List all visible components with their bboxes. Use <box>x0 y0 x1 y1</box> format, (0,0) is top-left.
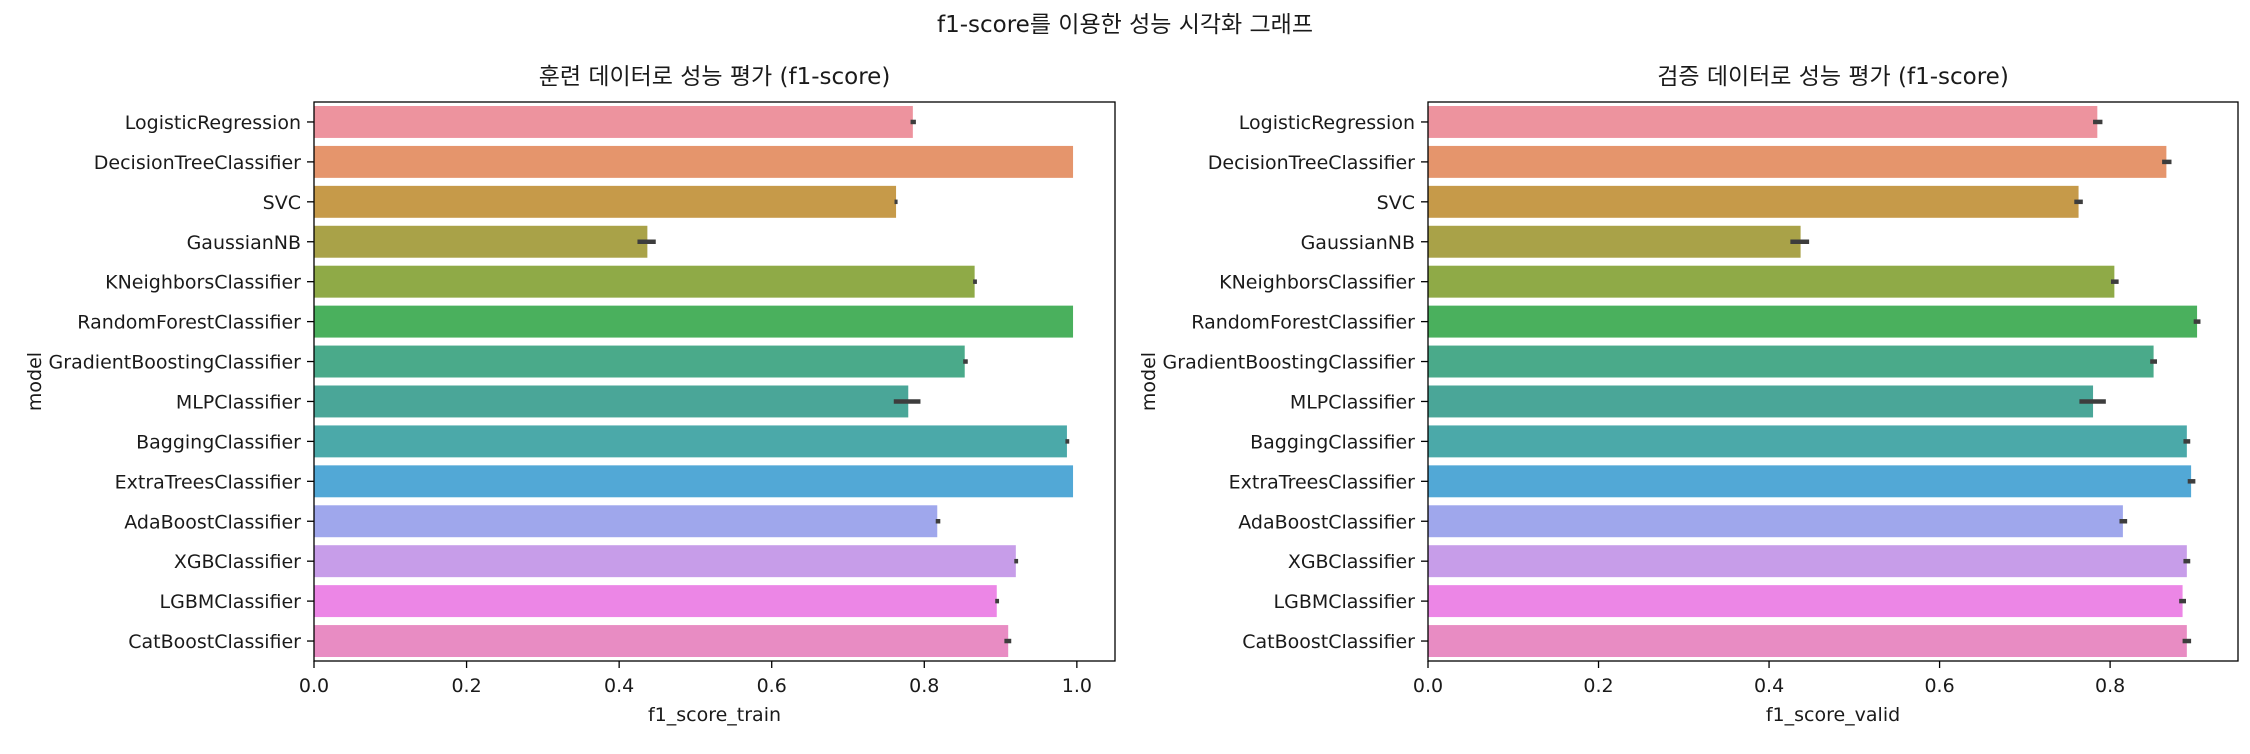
valid-category-label: SVC <box>1377 192 1415 214</box>
train-xtick-label: 1.0 <box>1062 675 1092 697</box>
valid-bar <box>1428 545 2187 578</box>
valid-bar <box>1428 425 2187 458</box>
train-category-label: RandomForestClassifier <box>77 312 301 334</box>
valid-bar <box>1428 305 2198 338</box>
train-xlabel: f1_score_train <box>648 704 781 726</box>
train-category-label: LGBMClassifier <box>160 591 302 613</box>
train-category-label: LogisticRegression <box>125 112 301 134</box>
train-category-label: KNeighborsClassifier <box>105 272 301 294</box>
valid-category-label: BaggingClassifier <box>1250 431 1415 453</box>
valid-bar <box>1428 105 2098 138</box>
valid-title: 검증 데이터로 성능 평가 (f1-score) <box>1657 64 2009 90</box>
train-bar <box>314 625 1009 658</box>
valid-ylabel: model <box>1138 352 1160 411</box>
valid-xtick-label: 0.4 <box>1754 675 1784 697</box>
valid-category-label: ExtraTreesClassifier <box>1229 471 1416 493</box>
valid-category-label: LGBMClassifier <box>1274 591 1416 613</box>
train-category-label: DecisionTreeClassifier <box>94 152 301 174</box>
train-title: 훈련 데이터로 성능 평가 (f1-score) <box>539 64 891 90</box>
valid-axes-frame <box>1427 101 2239 662</box>
train-category-label: SVC <box>263 192 301 214</box>
valid-xtick-label: 0.2 <box>1583 675 1613 697</box>
train-bar <box>314 225 648 258</box>
valid-category-label: DecisionTreeClassifier <box>1208 152 1415 174</box>
train-bar <box>314 465 1074 498</box>
valid-category-label: LogisticRegression <box>1239 112 1415 134</box>
figure-suptitle: f1-score를 이용한 성능 시각화 그래프 <box>937 12 1313 38</box>
train-xtick-label: 0.2 <box>451 675 481 697</box>
valid-category-label: RandomForestClassifier <box>1191 312 1415 334</box>
valid-xtick-label: 0.6 <box>1924 675 1954 697</box>
train-xtick-label: 0.8 <box>909 675 939 697</box>
valid-category-label: GaussianNB <box>1301 232 1415 254</box>
train-xtick-label: 0.0 <box>299 675 329 697</box>
train-category-label: GradientBoostingClassifier <box>49 352 302 374</box>
valid-xtick-label: 0.8 <box>2095 675 2125 697</box>
train-category-label: AdaBoostClassifier <box>124 511 301 533</box>
valid-bar <box>1428 225 1801 258</box>
train-category-label: MLPClassifier <box>176 391 301 413</box>
train-bar <box>314 545 1016 578</box>
valid-bar <box>1428 345 2154 378</box>
valid-bar <box>1428 505 2123 538</box>
valid-category-label: CatBoostClassifier <box>1242 631 1415 653</box>
train-category-label: BaggingClassifier <box>136 431 301 453</box>
train-bar <box>314 385 909 418</box>
valid-bar <box>1428 145 2167 178</box>
valid-bar <box>1428 585 2183 618</box>
valid-category-label: GradientBoostingClassifier <box>1163 352 1416 374</box>
train-bar <box>314 425 1067 458</box>
panel-valid: LogisticRegression DecisionTreeClassifier… <box>1138 64 2239 726</box>
valid-xtick-label: 0.0 <box>1413 675 1443 697</box>
train-category-label: GaussianNB <box>187 232 301 254</box>
valid-category-label: XGBClassifier <box>1288 551 1415 573</box>
valid-category-label: KNeighborsClassifier <box>1219 272 1415 294</box>
train-bar <box>314 145 1074 178</box>
panel-train: LogisticRegression DecisionTreeClassifier… <box>24 64 1116 726</box>
train-ylabel: model <box>24 352 46 411</box>
valid-xlabel: f1_score_valid <box>1766 704 1900 726</box>
train-bar <box>314 505 938 538</box>
valid-bar <box>1428 625 2187 658</box>
train-bar <box>314 585 997 618</box>
train-bar <box>314 345 965 378</box>
valid-category-label: AdaBoostClassifier <box>1238 511 1415 533</box>
train-category-label: CatBoostClassifier <box>128 631 301 653</box>
train-bar <box>314 185 897 218</box>
valid-category-label: MLPClassifier <box>1290 391 1415 413</box>
valid-bar <box>1428 185 2079 218</box>
train-bar <box>314 305 1074 338</box>
train-axes-frame <box>313 101 1116 662</box>
valid-bar <box>1428 385 2094 418</box>
train-bar <box>314 265 975 298</box>
train-category-label: XGBClassifier <box>174 551 301 573</box>
train-bar <box>314 105 913 138</box>
train-xtick-label: 0.6 <box>757 675 787 697</box>
valid-bar <box>1428 465 2192 498</box>
valid-bar <box>1428 265 2115 298</box>
train-category-label: ExtraTreesClassifier <box>115 471 302 493</box>
train-xtick-label: 0.4 <box>604 675 634 697</box>
